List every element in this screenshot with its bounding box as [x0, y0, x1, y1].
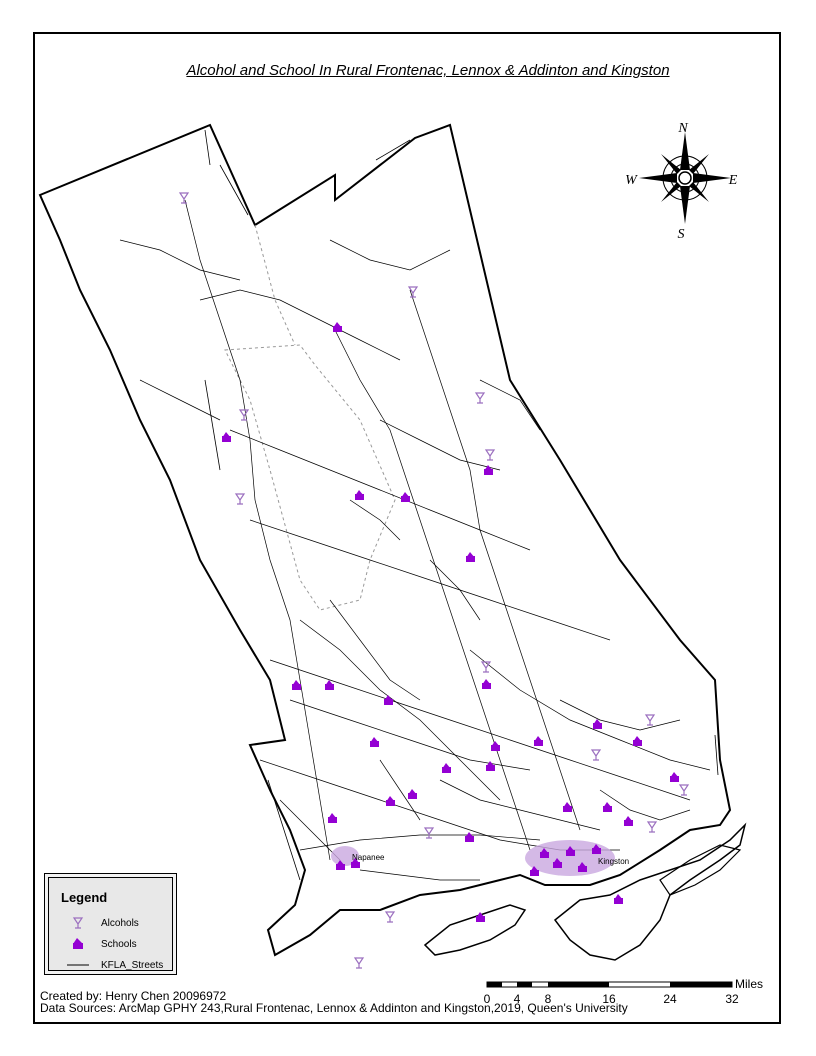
school-icon	[624, 816, 633, 826]
school-markers	[222, 322, 679, 922]
compass-rose: N S W E	[625, 121, 738, 242]
scale-tick: 4	[513, 992, 521, 1006]
school-icon	[563, 802, 572, 812]
alcohol-markers	[178, 192, 690, 969]
alcohol-icon	[234, 493, 246, 505]
alcohol-icon	[384, 911, 396, 923]
school-icon	[540, 848, 549, 858]
legend-item-alcohols: Alcohols	[67, 916, 139, 930]
school-icon	[566, 846, 575, 856]
school-icon	[442, 763, 451, 773]
island-howe	[659, 844, 742, 896]
legend-item-schools: Schools	[67, 937, 137, 951]
compass-south: S	[678, 227, 685, 242]
school-icon	[222, 432, 231, 442]
school-icon	[670, 772, 679, 782]
urban-cluster-napanee	[331, 846, 359, 866]
school-icon	[384, 695, 393, 705]
sources-text: Data Sources: ArcMap GPHY 243,Rural Fron…	[40, 1001, 628, 1015]
school-icon	[465, 832, 474, 842]
school-icon	[491, 741, 500, 751]
alcohol-icon	[474, 392, 486, 404]
school-icon	[292, 680, 301, 690]
street-line-icon	[67, 958, 89, 972]
school-icon	[355, 490, 364, 500]
school-icon	[328, 813, 337, 823]
school-icon	[333, 322, 342, 332]
alcohol-icon	[678, 784, 690, 796]
region-outline	[38, 123, 732, 957]
alcohol-icon	[590, 749, 602, 761]
school-icon	[336, 860, 345, 870]
school-icon	[482, 679, 491, 689]
alcohol-icon	[178, 192, 190, 204]
county-boundary	[224, 344, 396, 611]
island-wolfe	[553, 822, 747, 961]
alcohol-icon	[484, 449, 496, 461]
school-icon	[484, 465, 493, 475]
scale-unit: Miles	[735, 977, 764, 991]
compass-east: E	[728, 173, 738, 188]
school-icon	[486, 761, 495, 771]
school-icon	[351, 858, 360, 868]
legend-label: Alcohols	[101, 917, 139, 929]
alcohol-icon	[423, 827, 435, 839]
alcohol-icon	[480, 661, 492, 673]
map-frame	[33, 32, 781, 1024]
county-boundary	[254, 224, 296, 346]
legend-title: Legend	[61, 890, 108, 905]
school-icon	[553, 858, 562, 868]
alcohol-icon	[646, 821, 658, 833]
compass-west: W	[625, 173, 638, 188]
scale-tick: 0	[483, 992, 491, 1006]
legend-inner: Legend Alcohols Schools KFLA_Streets	[48, 877, 173, 971]
school-icon	[614, 894, 623, 904]
alcohol-icon	[644, 714, 656, 726]
map-title: Alcohol and School In Rural Frontenac, L…	[186, 62, 670, 79]
scale-tick: 24	[663, 992, 677, 1006]
alcohol-icon	[67, 916, 89, 930]
legend-label: Schools	[101, 938, 137, 950]
school-icon	[530, 866, 539, 876]
school-icon	[633, 736, 642, 746]
school-icon	[401, 492, 410, 502]
school-icon	[534, 736, 543, 746]
legend-item-streets: KFLA_Streets	[67, 958, 163, 972]
school-icon	[476, 912, 485, 922]
town-label-kingston: Kingston	[598, 857, 629, 866]
scale-bar	[486, 981, 733, 988]
school-icon	[466, 552, 475, 562]
alcohol-icon	[353, 957, 365, 969]
credit-text: Created by: Henry Chen 20096972	[40, 989, 227, 1003]
scale-tick: 32	[725, 992, 739, 1006]
school-icon	[67, 937, 89, 951]
school-icon	[408, 789, 417, 799]
school-icon	[578, 862, 587, 872]
school-icon	[370, 737, 379, 747]
scale-tick: 8	[544, 992, 552, 1006]
compass-north: N	[677, 121, 688, 136]
street-network	[119, 199, 711, 881]
school-icon	[603, 802, 612, 812]
legend: Legend Alcohols Schools KFLA_Streets	[44, 873, 177, 975]
island-amherst	[423, 904, 527, 956]
legend-label: KFLA_Streets	[101, 959, 164, 971]
school-icon	[593, 719, 602, 729]
school-icon	[386, 796, 395, 806]
alcohol-icon	[238, 409, 250, 421]
scale-tick: 16	[602, 992, 616, 1006]
alcohol-icon	[407, 286, 419, 298]
school-icon	[325, 680, 334, 690]
school-icon	[592, 844, 601, 854]
boundary-label-lines	[204, 129, 719, 881]
town-label-napanee: Napanee	[352, 853, 385, 862]
